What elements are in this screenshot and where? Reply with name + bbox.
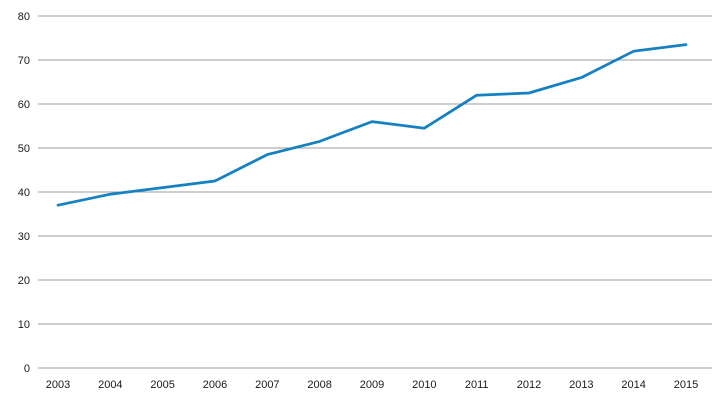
y-axis-tick-label: 60 — [18, 99, 30, 111]
x-axis-tick-label: 2004 — [98, 379, 122, 391]
x-axis-tick-label: 2006 — [203, 379, 227, 391]
x-axis-tick-label: 2003 — [46, 379, 70, 391]
y-axis-tick-label: 20 — [18, 275, 30, 287]
y-axis-tick-label: 30 — [18, 231, 30, 243]
x-axis-tick-label: 2008 — [307, 379, 331, 391]
x-axis-tick-label: 2005 — [150, 379, 174, 391]
x-axis-tick-label: 2007 — [255, 379, 279, 391]
x-axis-tick-label: 2014 — [621, 379, 645, 391]
x-axis-tick-label: 2010 — [412, 379, 436, 391]
x-axis-tick-label: 2009 — [360, 379, 384, 391]
y-axis-tick-label: 10 — [18, 319, 30, 331]
y-axis-tick-label: 80 — [18, 11, 30, 23]
y-axis-tick-label: 40 — [18, 187, 30, 199]
y-axis-tick-label: 0 — [24, 363, 30, 375]
data-series-line — [56, 43, 688, 207]
x-axis-tick-label: 2015 — [674, 379, 698, 391]
x-axis-tick-label: 2012 — [517, 379, 541, 391]
x-axis-tick-label: 2011 — [465, 379, 489, 391]
y-axis-tick-label: 50 — [18, 143, 30, 155]
x-axis-tick-label: 2013 — [569, 379, 593, 391]
y-axis-tick-label: 70 — [18, 55, 30, 67]
